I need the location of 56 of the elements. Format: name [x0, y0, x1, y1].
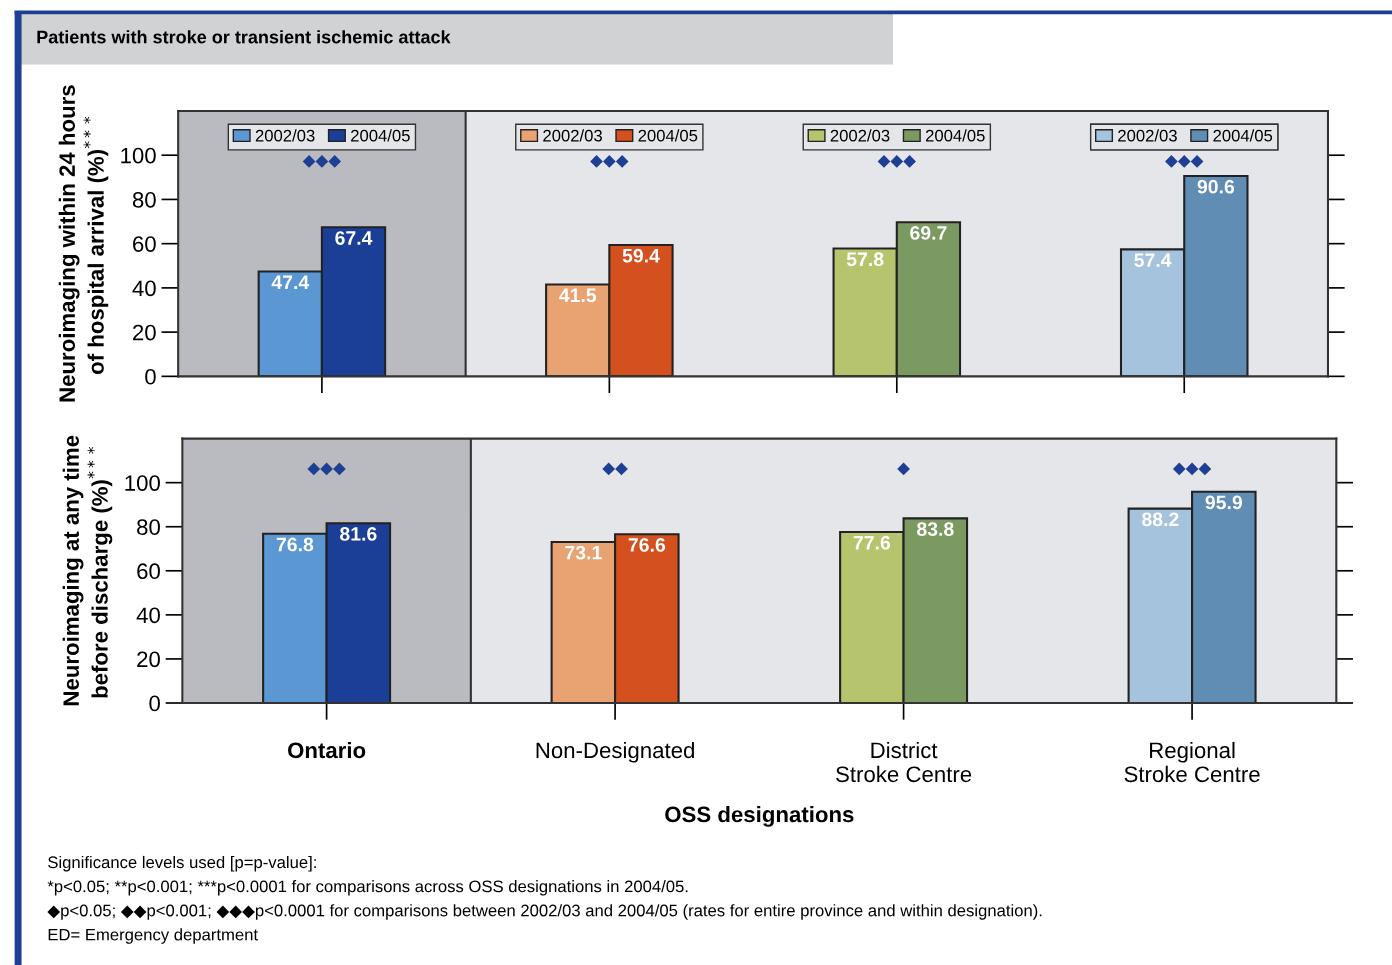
annotation: ◆◆ [602, 462, 628, 476]
y-tick-label: 40 [136, 607, 160, 624]
legend-label: 2004/05 [638, 129, 698, 142]
x-tick-label: Regional Stroke Centre [1124, 741, 1260, 783]
y-tick-label: 80 [137, 519, 160, 535]
y-tick-label: 0 [145, 368, 156, 385]
y-tick-label: 80 [132, 191, 156, 208]
annotation: ◆ [897, 462, 910, 476]
data-label: 47.4 [271, 275, 310, 289]
y-tick-label: 0 [149, 695, 160, 712]
legend-label: 2002/03 [543, 129, 602, 142]
legend-label: 2004/05 [1213, 129, 1273, 142]
data-label: 76.8 [276, 537, 314, 552]
text: Significance levels used [p=p-value]: [48, 855, 316, 872]
annotation: ◆◆◆ [302, 155, 342, 168]
data-label: 76.6 [628, 538, 666, 552]
y-tick-label: 100 [121, 147, 156, 164]
data-label: 77.6 [853, 535, 891, 550]
chart-title: Patients with stroke or transient ischemic attack [37, 30, 451, 44]
legend-label: 2002/03 [830, 129, 890, 142]
y-axis-title: Neuroimaging within 24 hours of hospital arrival (%)$^{***}$ [58, 85, 109, 402]
y-tick-label: 60 [133, 236, 156, 252]
y-tick-label: 60 [137, 563, 160, 580]
y-axis-title: Neuroimaging at any time before discharge (%)$^{***}$ [62, 435, 113, 706]
data-label: 95.9 [1205, 495, 1243, 510]
annotation: ◆◆◆ [307, 462, 346, 476]
annotation: ◆◆◆ [1172, 462, 1212, 476]
x-tick-label: Ontario [288, 741, 366, 759]
text: *p<0.05; **p<0.001; ***p<0.0001 for comparisons across OSS designations in 2004/05. [47, 880, 688, 896]
y-tick-label: 100 [125, 475, 160, 491]
data-label: 69.7 [910, 226, 947, 240]
data-label: 57.4 [1134, 253, 1172, 268]
x-axis-title: OSS designations [665, 805, 854, 827]
data-label: 83.8 [917, 522, 954, 536]
legend-label: 2004/05 [351, 129, 410, 142]
x-tick-label: Non-Designated [536, 741, 694, 763]
y-tick-label: 20 [133, 324, 156, 341]
annotation: ◆◆◆ [1165, 155, 1204, 168]
text: ◆p<0.05; ◆◆p<0.001; ◆◆◆p<0.0001 for comparisons between 2002/03 and 2004/05 (rates for entire province and within designation). [47, 904, 1042, 920]
legend-label: 2002/03 [255, 129, 315, 142]
legend-label: 2002/03 [1118, 129, 1177, 142]
y-tick-label: 20 [137, 651, 160, 668]
data-label: 41.5 [559, 288, 597, 303]
data-label: 67.4 [335, 231, 373, 245]
annotation: ◆◆◆ [877, 155, 916, 168]
y-tick-label: 40 [132, 280, 156, 297]
text: ED= Emergency department [48, 928, 258, 944]
data-label: 59.4 [622, 248, 660, 263]
data-label: 90.6 [1197, 179, 1235, 194]
data-label: 88.2 [1142, 512, 1179, 527]
x-tick-label: District Stroke Centre [836, 741, 972, 783]
data-label: 57.8 [846, 252, 884, 267]
annotation: ◆◆◆ [590, 155, 629, 168]
data-label: 81.6 [340, 527, 377, 541]
data-label: 73.1 [565, 545, 602, 560]
legend-label: 2004/05 [925, 129, 985, 142]
